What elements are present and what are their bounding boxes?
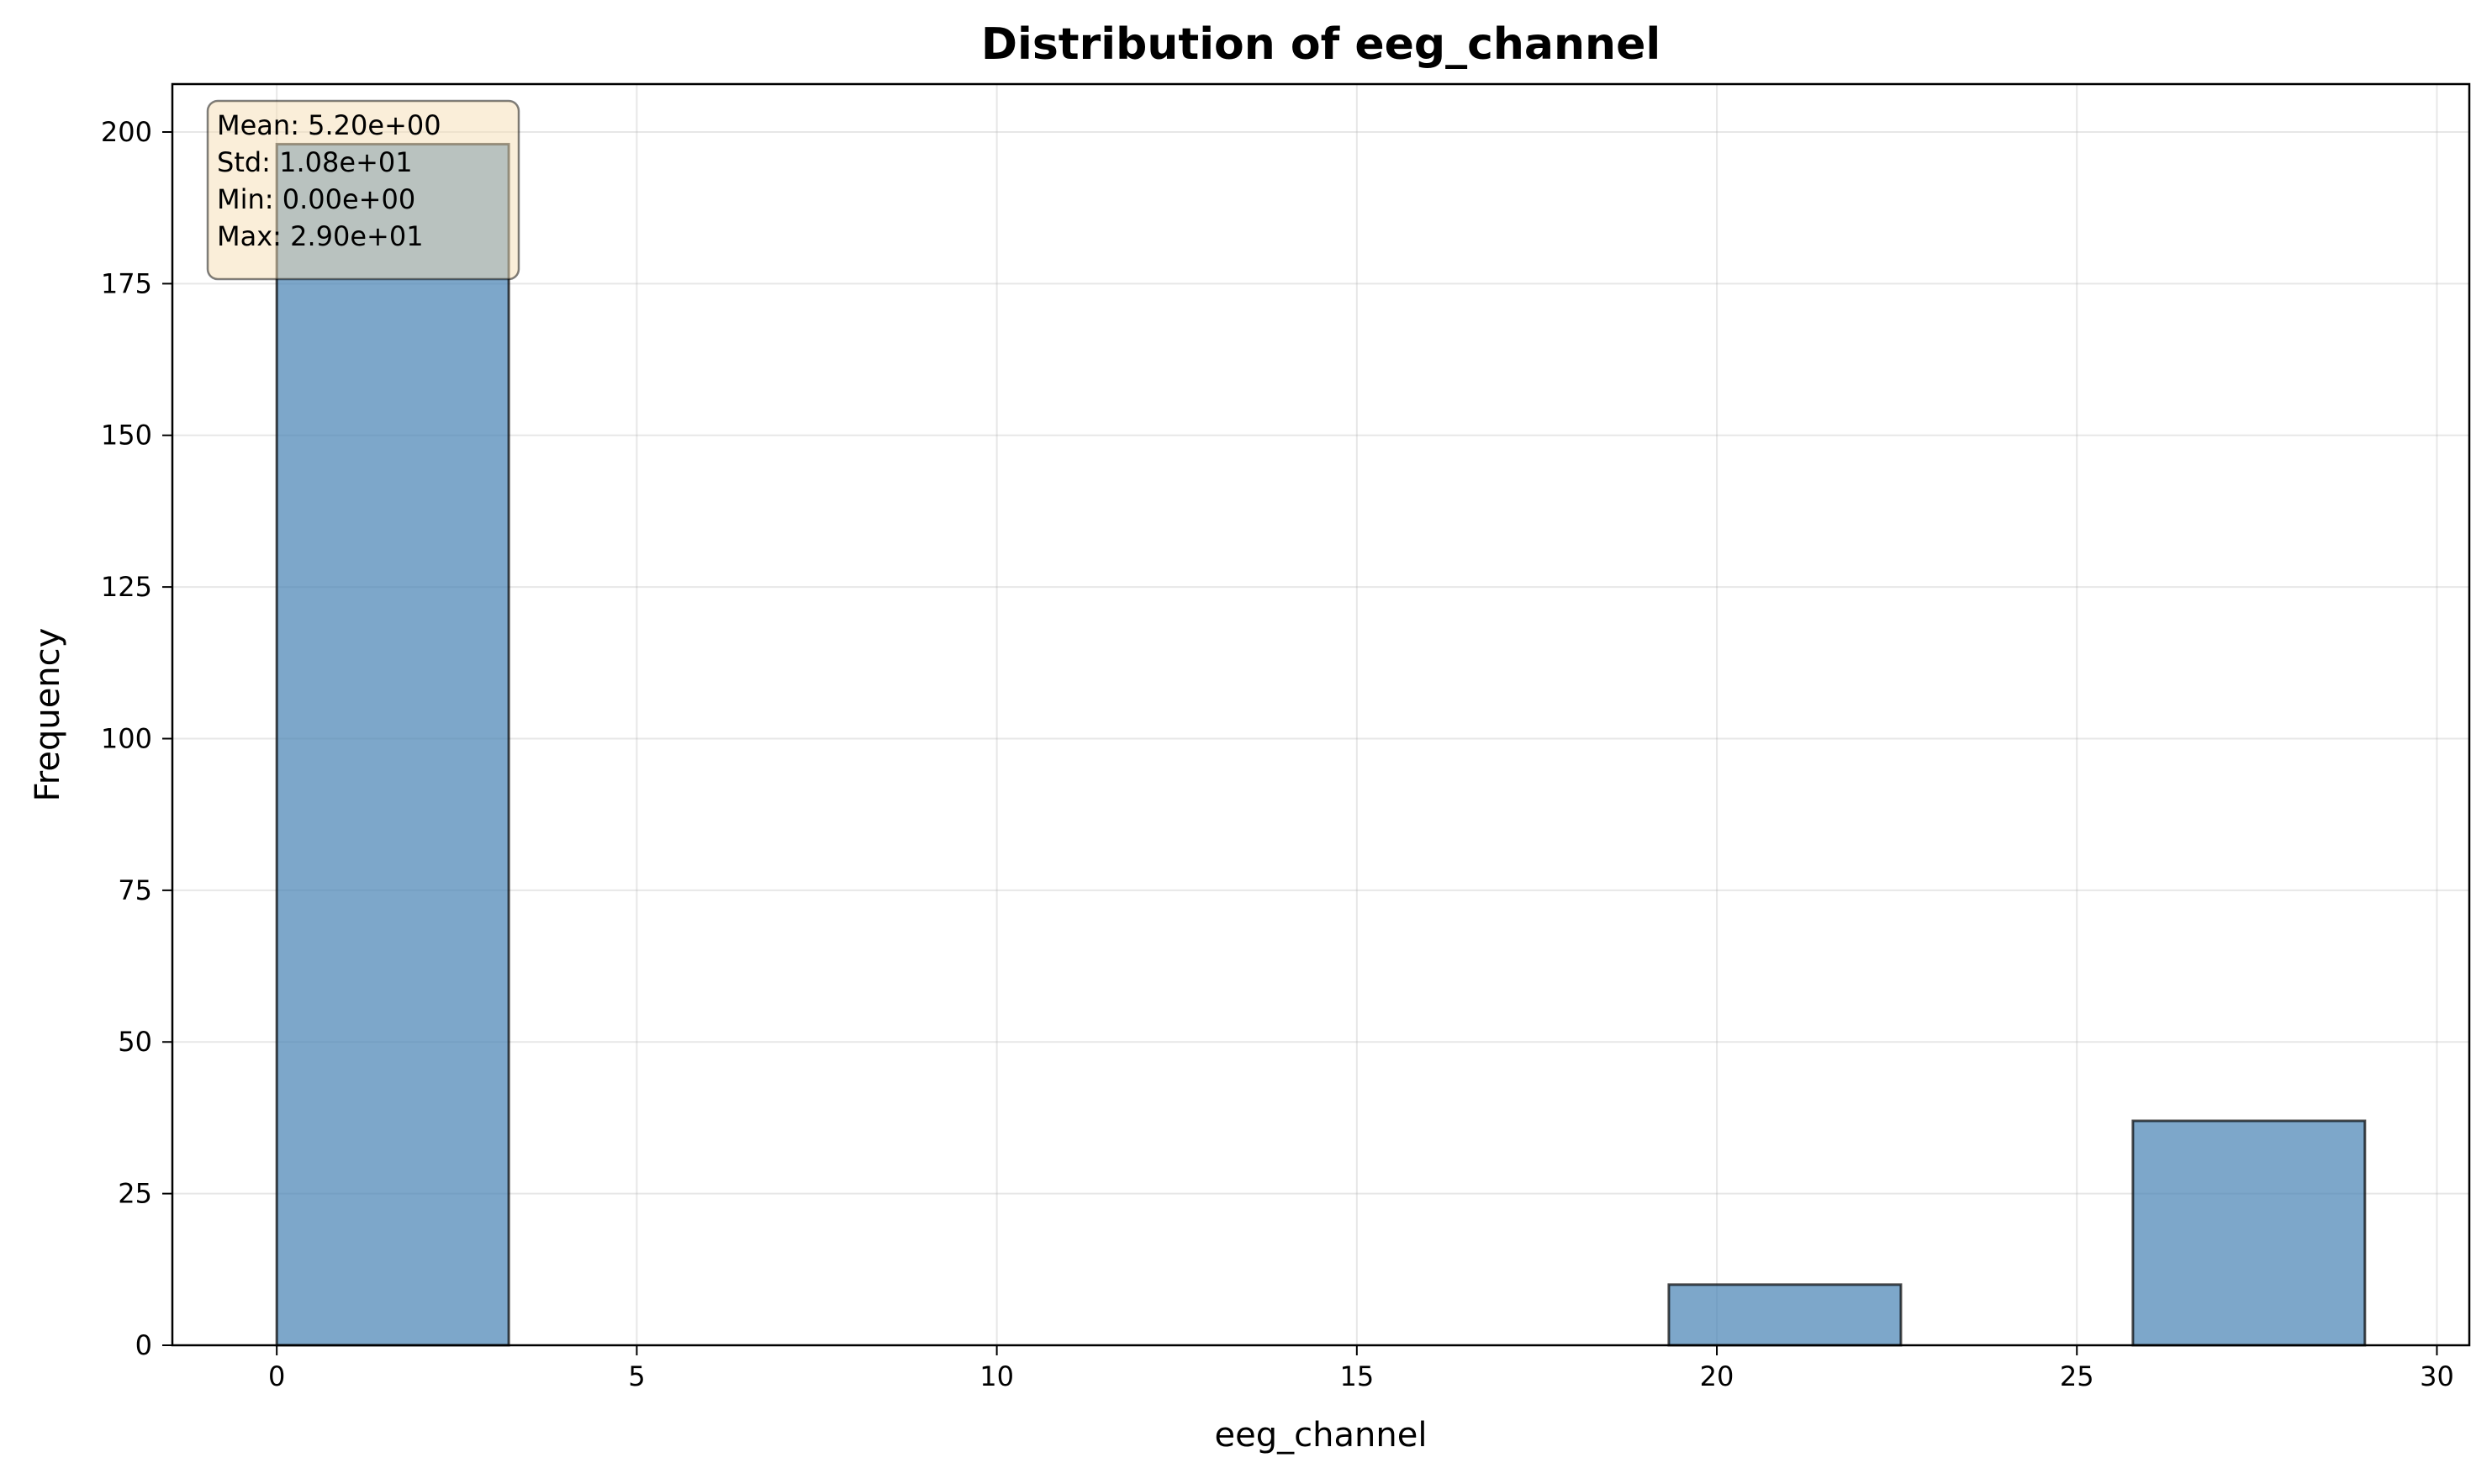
x-tick-label: 0 [268, 1360, 285, 1392]
x-axis-ticks: 0 5 10 15 20 25 30 [268, 1345, 2454, 1392]
y-tick-label: 200 [101, 116, 152, 148]
y-tick-label: 50 [118, 1026, 152, 1058]
y-tick-label: 0 [135, 1329, 152, 1361]
stats-box: Mean: 5.20e+00 Std: 1.08e+01 Min: 0.00e+00… [206, 99, 520, 281]
x-tick-label: 25 [2060, 1360, 2094, 1392]
x-axis-label: eeg_channel [1215, 1416, 1428, 1455]
y-axis-ticks: 0 25 50 75 100 125 150 175 200 [101, 116, 172, 1361]
y-tick-label: 75 [118, 874, 152, 906]
y-tick-label: 25 [118, 1178, 152, 1210]
y-tick-label: 100 [101, 722, 152, 754]
stats-line: Max: 2.90e+01 [217, 220, 424, 252]
plot-frame [171, 82, 2471, 1347]
y-axis-label: Frequency [29, 628, 67, 802]
x-tick-label: 10 [979, 1360, 1014, 1392]
histogram-bar [275, 142, 510, 1347]
x-tick-label: 5 [628, 1360, 645, 1392]
histogram-bar [1667, 1283, 1903, 1347]
chart-title: Distribution of eeg_channel [981, 19, 1660, 70]
stats-box-background [206, 99, 520, 281]
histogram-bar [2131, 1119, 2367, 1347]
y-tick-label: 175 [101, 267, 152, 299]
y-tick-label: 150 [101, 420, 152, 452]
stats-line: Min: 0.00e+00 [217, 183, 415, 215]
x-tick-label: 15 [1339, 1360, 1374, 1392]
stats-line: Mean: 5.20e+00 [217, 109, 441, 141]
x-tick-label: 20 [1700, 1360, 1734, 1392]
y-tick-label: 125 [101, 571, 152, 603]
stats-line: Std: 1.08e+01 [217, 146, 413, 178]
x-tick-label: 30 [2420, 1360, 2454, 1392]
